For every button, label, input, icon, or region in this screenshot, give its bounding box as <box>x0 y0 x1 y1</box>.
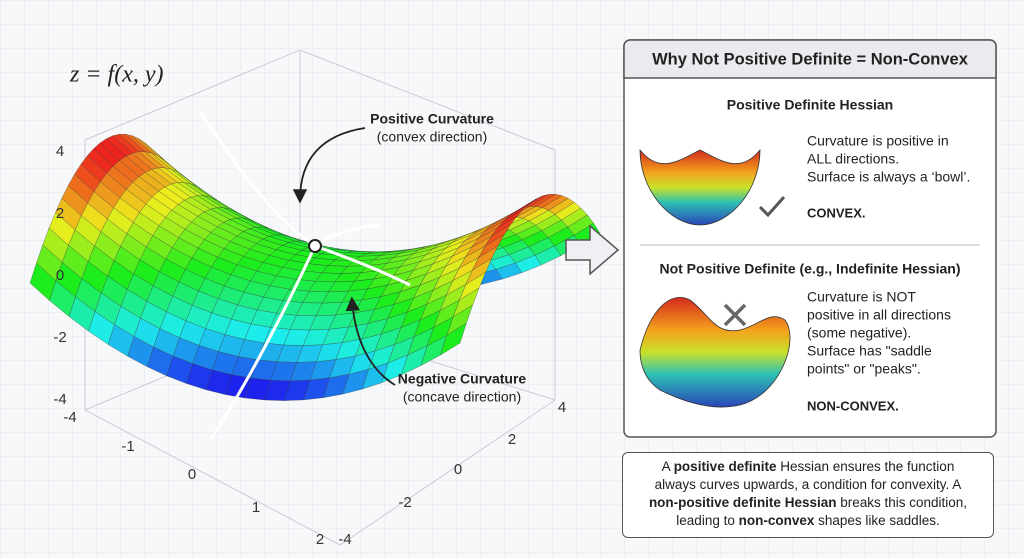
cross-icon <box>723 303 747 327</box>
axis-tick-label: -1 <box>121 438 134 455</box>
note-text: non-convex <box>738 513 815 528</box>
section-heading: Positive Definite Hessian <box>727 97 894 113</box>
note-line: A positive definite Hessian ensures the … <box>623 458 993 476</box>
section-description: points" or "peaks". <box>807 361 921 377</box>
annotation-subtitle: (concave direction) <box>403 389 521 405</box>
axis-tick-label: 2 <box>56 205 64 222</box>
panel-header <box>623 39 997 79</box>
section-description: ALL directions. <box>807 151 899 167</box>
note-text: positive definite <box>673 459 777 474</box>
annotation-title: Negative Curvature <box>398 371 527 387</box>
note-line: leading to non-convex shapes like saddle… <box>623 512 993 530</box>
axis-tick-label: 0 <box>454 461 462 478</box>
note-text: leading to <box>676 513 739 528</box>
formula: z = f(x, y) <box>69 62 164 88</box>
axis-tick-label: 4 <box>56 143 64 160</box>
arrow-icon <box>565 224 620 276</box>
axis-tick-label: -2 <box>398 494 411 511</box>
note-text: Hessian ensures the function <box>776 459 955 474</box>
arrow <box>292 127 366 204</box>
axis-tick-label: 2 <box>316 531 324 548</box>
annotation-subtitle: (convex direction) <box>377 129 488 145</box>
section-heading: Not Positive Definite (e.g., Indefinite … <box>659 261 960 277</box>
note-line: non-positive definite Hessian breaks thi… <box>623 494 993 512</box>
concave-path <box>208 223 381 441</box>
axis-tick-label: 4 <box>558 399 566 416</box>
axis-tick-label: 0 <box>188 466 196 483</box>
section-description: positive in all directions <box>807 307 951 323</box>
bowl-icon <box>639 148 761 226</box>
note-text: breaks this condition, <box>836 495 968 510</box>
section-description: Surface has "saddle <box>807 343 932 359</box>
section-description: Curvature is NOT <box>807 289 916 305</box>
axis-tick-label: -2 <box>53 329 66 346</box>
section-verdict: NON-CONVEX. <box>807 398 899 413</box>
section-description: (some negative). <box>807 325 911 341</box>
axis-tick-label: 1 <box>252 499 260 516</box>
panel-title: Why Not Positive Definite = Non-Convex <box>652 50 969 68</box>
saddle-icon <box>639 297 791 408</box>
note-text: always curves upwards, a condition for c… <box>654 477 962 492</box>
saddle-point <box>308 239 322 253</box>
section-description: Curvature is positive in <box>807 133 949 149</box>
arrow <box>345 296 396 386</box>
saddle-surface <box>29 133 601 401</box>
note-text: shapes like saddles. <box>814 513 940 528</box>
section-description: Surface is always a ‘bowl’. <box>807 169 970 185</box>
axis-tick-label: -4 <box>53 391 66 408</box>
note-text: A <box>661 459 674 474</box>
axis-tick-label: 0 <box>56 267 64 284</box>
explanation-note: A positive definite Hessian ensures the … <box>622 452 994 538</box>
annotation-title: Positive Curvature <box>370 111 494 127</box>
surface-cell <box>440 322 467 356</box>
check-icon <box>758 196 786 218</box>
axis-tick-label: -4 <box>338 531 351 548</box>
note-text: non-positive definite Hessian <box>648 495 837 510</box>
axis-tick-label: -4 <box>63 409 76 426</box>
note-line: always curves upwards, a condition for c… <box>623 476 993 494</box>
axis-tick-label: 2 <box>508 431 516 448</box>
section-verdict: CONVEX. <box>807 205 866 220</box>
